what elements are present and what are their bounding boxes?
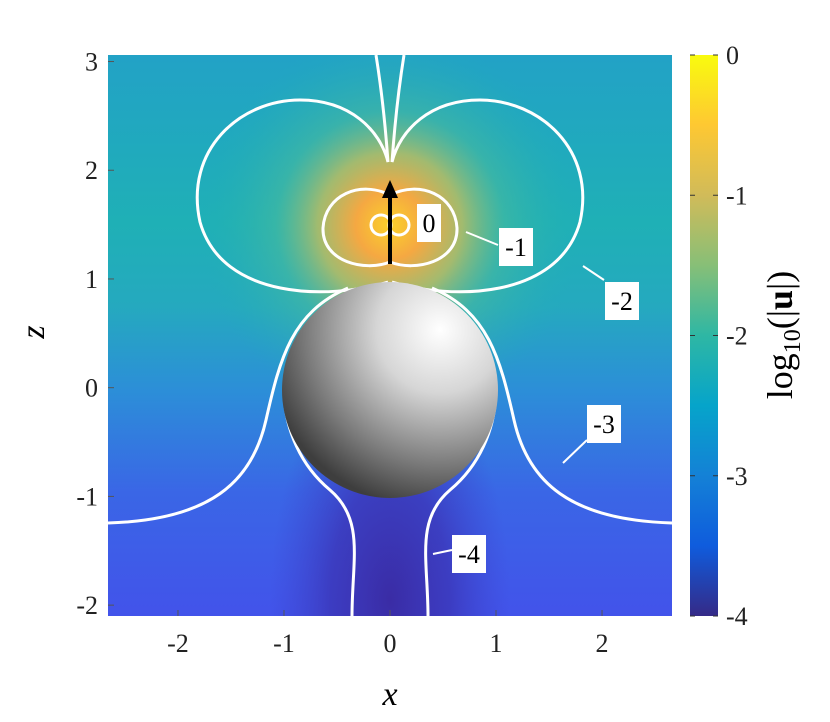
contour-label: -1: [505, 233, 527, 262]
colorbar-label-part: u: [760, 290, 800, 310]
x-tick-label: -1: [273, 629, 295, 658]
x-tick-label: 1: [490, 629, 503, 658]
contour-label: -2: [611, 287, 633, 316]
contour-label-leader: [582, 265, 605, 281]
contour-label-box: [587, 405, 621, 443]
contour-label: -4: [458, 540, 480, 569]
colorbar-tick-label: -2: [726, 322, 748, 351]
contour-line: [321, 187, 391, 268]
x-axis-label: x: [381, 676, 397, 713]
colorbar-label-part: (|: [760, 310, 800, 329]
contour-label-box: [499, 228, 533, 266]
sphere: [282, 282, 498, 498]
heatmap: [108, 55, 672, 616]
colorbar-label-part: 10: [780, 329, 806, 353]
contour-label-leader: [465, 231, 499, 246]
colorbar-tick-label: 0: [726, 41, 739, 70]
colorbar-tick-label: -1: [726, 181, 748, 210]
y-tick-label: 1: [85, 265, 98, 294]
colorbar-tick-label: -4: [726, 602, 748, 631]
contour-line: [431, 286, 672, 525]
colorbar-label-part: |): [760, 271, 800, 290]
y-tick-label: 0: [85, 374, 98, 403]
x-tick-label: -2: [167, 629, 189, 658]
contour-label-leader: [562, 439, 588, 464]
colorbar-label-part: log: [760, 353, 800, 399]
y-tick-label: 2: [85, 156, 98, 185]
y-tick-label: -1: [76, 482, 98, 511]
y-axis-label: z: [15, 325, 52, 339]
contour-label-leader: [432, 549, 453, 555]
contour-label: 0: [423, 209, 436, 238]
contour-label: -3: [593, 410, 615, 439]
contour-line: [195, 55, 390, 294]
colorbar-tick-label: -3: [726, 462, 748, 491]
x-tick-label: 2: [596, 629, 609, 658]
x-tick-label: 0: [384, 629, 397, 658]
contours: [108, 55, 672, 616]
contour-label-box: [417, 204, 441, 242]
y-tick-label: 3: [85, 48, 98, 77]
y-tick-label: -2: [76, 591, 98, 620]
contour-line: [108, 286, 349, 525]
force-arrowhead: [382, 180, 398, 198]
contour-label-box: [452, 535, 486, 573]
contour-label-box: [605, 282, 639, 320]
colorbar-label: log10(|u|): [760, 271, 806, 399]
contour-line: [389, 187, 459, 268]
contour-line: [390, 55, 585, 294]
